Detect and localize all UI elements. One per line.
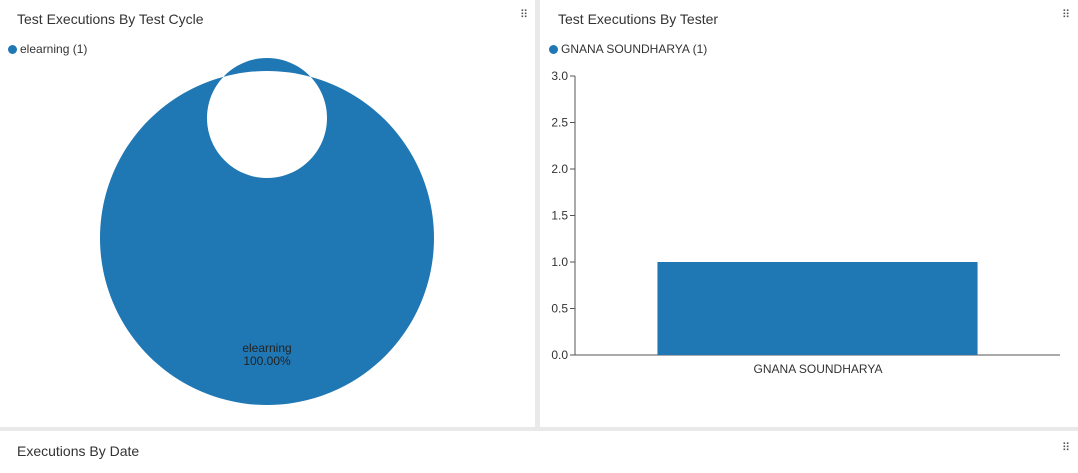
- panel-title: Test Executions By Test Cycle: [17, 11, 204, 27]
- y-tick-label: 3.0: [551, 69, 568, 83]
- bar-gnana-soundharya[interactable]: [657, 262, 978, 355]
- drag-grip-icon[interactable]: ⠿: [520, 9, 528, 21]
- y-tick-label: 1.5: [551, 209, 568, 223]
- legend-item[interactable]: GNANA SOUNDHARYA (1): [549, 42, 707, 56]
- legend-label: GNANA SOUNDHARYA (1): [561, 42, 708, 56]
- legend-label: elearning (1): [20, 42, 88, 56]
- x-tick-label: GNANA SOUNDHARYA: [754, 362, 883, 376]
- bar-chart: 0.0 0.5 1.0 1.5 2.0 2.5 3.0 GNANA SOUNDHARYA: [551, 69, 1060, 376]
- legend-dot-icon: [8, 44, 17, 54]
- panel-executions-by-date: Executions By Date ⠿: [0, 431, 1078, 473]
- y-tick-label: 0.5: [551, 302, 568, 316]
- y-tick-label: 0.0: [551, 348, 568, 362]
- pie-slice-elearning[interactable]: [99, 58, 434, 406]
- panel-test-executions-by-cycle: Test Executions By Test Cycle ⠿ elearnin…: [0, 0, 535, 427]
- panel-title: Executions By Date: [17, 443, 140, 459]
- y-tick-label: 2.5: [551, 116, 568, 130]
- panel-title: Test Executions By Tester: [558, 11, 719, 27]
- slice-label: elearning: [242, 341, 291, 355]
- y-tick-label: 1.0: [551, 255, 568, 269]
- panel-test-executions-by-tester: Test Executions By Tester ⠿ GNANA SOUNDH…: [540, 0, 1078, 427]
- drag-grip-icon[interactable]: ⠿: [1062, 442, 1070, 454]
- slice-percent-label: 100.00%: [243, 354, 291, 368]
- donut-chart: elearning 100.00%: [99, 58, 434, 406]
- y-tick-label: 2.0: [551, 162, 568, 176]
- legend-item[interactable]: elearning (1): [8, 42, 87, 56]
- drag-grip-icon[interactable]: ⠿: [1062, 9, 1070, 21]
- legend-dot-icon: [549, 44, 558, 54]
